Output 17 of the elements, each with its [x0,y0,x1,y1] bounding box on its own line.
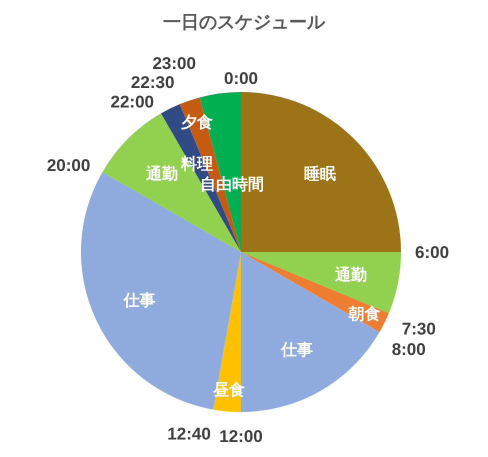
text: 0:00 [224,69,258,88]
slice-label: 朝食 [347,304,380,323]
text: 12:40 [167,424,211,444]
text: 8:00 [392,340,426,359]
slice-label: 睡眠 [304,164,336,183]
slice-label: 通勤 [334,264,367,284]
text: 6:00 [415,243,450,262]
text: 22:30 [130,73,174,92]
text: 7:30 [402,320,436,339]
text: 22:00 [110,92,154,112]
slice-label: 仕事 [122,290,156,310]
text: 12:00 [219,427,263,446]
text: 20:00 [46,156,90,175]
slice-label: 通勤 [144,164,178,183]
chart-title: 一日のスケジュール [163,12,326,33]
slice-label: 仕事 [280,340,313,359]
text: 23:00 [152,54,196,73]
